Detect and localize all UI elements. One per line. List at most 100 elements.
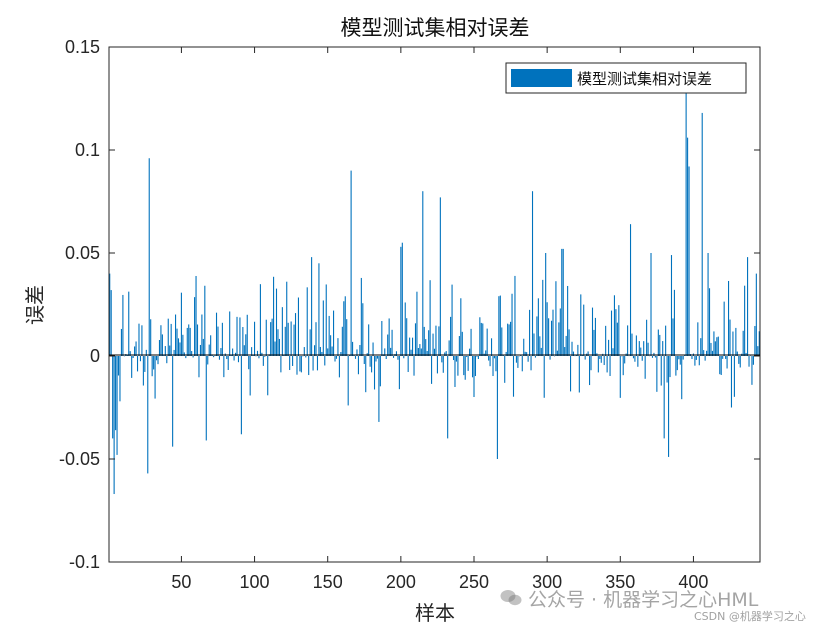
bar <box>619 356 621 398</box>
bar <box>350 170 352 356</box>
bar <box>264 356 266 357</box>
x-tick-label: 200 <box>386 572 416 592</box>
bar <box>213 356 215 358</box>
bar <box>697 322 699 356</box>
bar <box>599 356 601 360</box>
bar <box>504 356 506 383</box>
bar <box>634 356 636 362</box>
bar <box>694 356 696 366</box>
bar <box>432 333 434 356</box>
x-tick-label: 100 <box>240 572 270 592</box>
bar <box>550 320 553 356</box>
bar <box>521 356 523 372</box>
bar <box>442 356 444 373</box>
bar <box>448 340 450 356</box>
watermark-text: 公众号 · 机器学习之心HML <box>528 588 759 611</box>
bar <box>603 356 605 366</box>
bar <box>117 356 120 376</box>
bar <box>530 356 532 371</box>
bar <box>583 304 585 356</box>
bar <box>360 277 362 356</box>
bar <box>246 314 248 356</box>
bar <box>717 336 719 356</box>
bar <box>464 356 466 380</box>
bar <box>404 302 406 356</box>
bar <box>460 298 462 356</box>
bar <box>153 356 155 370</box>
bar <box>347 356 349 406</box>
bar <box>128 291 130 356</box>
bar <box>618 305 620 356</box>
bar <box>482 323 484 356</box>
bar <box>357 356 359 375</box>
bar <box>632 356 635 359</box>
bar <box>429 280 431 356</box>
bar <box>392 356 395 358</box>
csdn-watermark: CSDN @机器学习之心 <box>694 610 806 623</box>
bar <box>242 327 244 356</box>
bar <box>486 328 488 356</box>
bar <box>202 338 204 356</box>
bar <box>251 347 253 356</box>
bar <box>344 296 346 356</box>
bar <box>262 356 264 366</box>
bar <box>571 341 573 356</box>
bar <box>234 352 237 356</box>
bar <box>663 356 665 439</box>
legend: 模型测试集相对误差 <box>505 62 747 94</box>
bar <box>294 313 297 356</box>
bar <box>198 356 200 378</box>
bar <box>627 325 629 356</box>
bar <box>653 352 655 356</box>
bar <box>122 294 124 356</box>
bar <box>732 331 734 356</box>
bar <box>334 356 336 362</box>
bar <box>368 324 370 356</box>
bar <box>420 348 422 356</box>
bar <box>398 356 400 390</box>
bar <box>647 342 649 356</box>
bar <box>227 356 229 370</box>
bar <box>670 255 673 356</box>
bar <box>182 334 184 356</box>
bar <box>570 356 572 392</box>
bar <box>613 295 615 356</box>
bar <box>691 356 693 359</box>
bar <box>195 275 197 356</box>
x-tick-label: 400 <box>678 572 708 592</box>
bar <box>673 289 675 356</box>
bar <box>267 356 269 396</box>
bar <box>324 356 326 366</box>
bar <box>110 290 112 356</box>
bar <box>600 356 602 363</box>
bar <box>239 317 241 356</box>
bar <box>335 356 338 359</box>
bar <box>754 326 756 356</box>
bar <box>485 350 487 356</box>
bar <box>488 356 490 361</box>
x-axis-label: 样本 <box>415 601 455 625</box>
bar <box>221 322 223 356</box>
bar <box>675 356 677 376</box>
bar <box>217 326 219 356</box>
bar <box>609 356 611 376</box>
bar <box>641 356 643 361</box>
x-axis-ticks: 50 100 150 200 250 300 350 400 <box>171 47 708 592</box>
bar <box>297 297 299 356</box>
bar <box>489 356 491 367</box>
bar <box>723 301 725 356</box>
bar <box>155 356 158 361</box>
bar <box>441 356 443 363</box>
bar <box>534 356 536 358</box>
bar <box>545 253 547 356</box>
bar <box>643 341 645 356</box>
bar <box>313 345 316 356</box>
bar <box>452 356 455 361</box>
bar <box>492 356 494 377</box>
bar <box>561 248 563 356</box>
bar <box>189 327 191 356</box>
bar <box>407 356 409 372</box>
bar <box>679 356 681 365</box>
bar <box>349 355 351 356</box>
bar <box>435 325 437 356</box>
